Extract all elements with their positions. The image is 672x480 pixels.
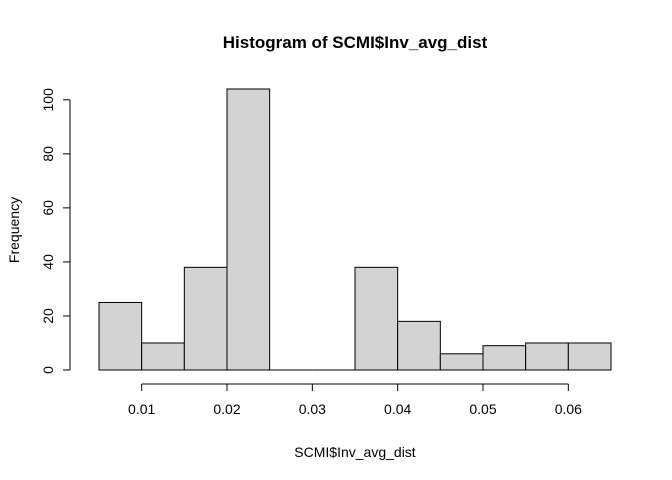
y-tick-label: 40 [40, 254, 56, 270]
y-tick-label: 0 [40, 366, 56, 374]
x-tick-label: 0.03 [299, 401, 326, 417]
y-tick-label: 80 [40, 146, 56, 162]
y-tick-label: 100 [40, 88, 56, 112]
x-axis-label: SCMI$Inv_avg_dist [294, 444, 416, 460]
x-tick-label: 0.01 [128, 401, 155, 417]
y-axis: 0 20 40 60 80 100 [40, 88, 71, 374]
x-tick-label: 0.02 [213, 401, 240, 417]
histogram-bar [354, 266, 399, 371]
histogram-bar [226, 88, 271, 371]
y-axis-label: Frequency [6, 197, 22, 263]
chart-title: Histogram of SCMI$Inv_avg_dist [223, 33, 488, 52]
histogram-bar [98, 301, 143, 371]
y-tick-label: 20 [40, 308, 56, 324]
histogram-bar [439, 353, 484, 371]
histogram-bar [525, 342, 569, 371]
histogram-bar [183, 266, 228, 371]
histogram-bar [482, 345, 527, 371]
x-axis: 0.01 0.02 0.03 0.04 0.05 0.06 [128, 383, 582, 417]
histogram-bar [141, 342, 185, 371]
bars-group [98, 88, 612, 371]
histogram-bar [397, 320, 441, 371]
x-tick-label: 0.06 [555, 401, 582, 417]
x-tick-label: 0.04 [384, 401, 411, 417]
x-tick-label: 0.05 [469, 401, 496, 417]
histogram-bar [567, 342, 612, 371]
y-tick-label: 60 [40, 200, 56, 216]
